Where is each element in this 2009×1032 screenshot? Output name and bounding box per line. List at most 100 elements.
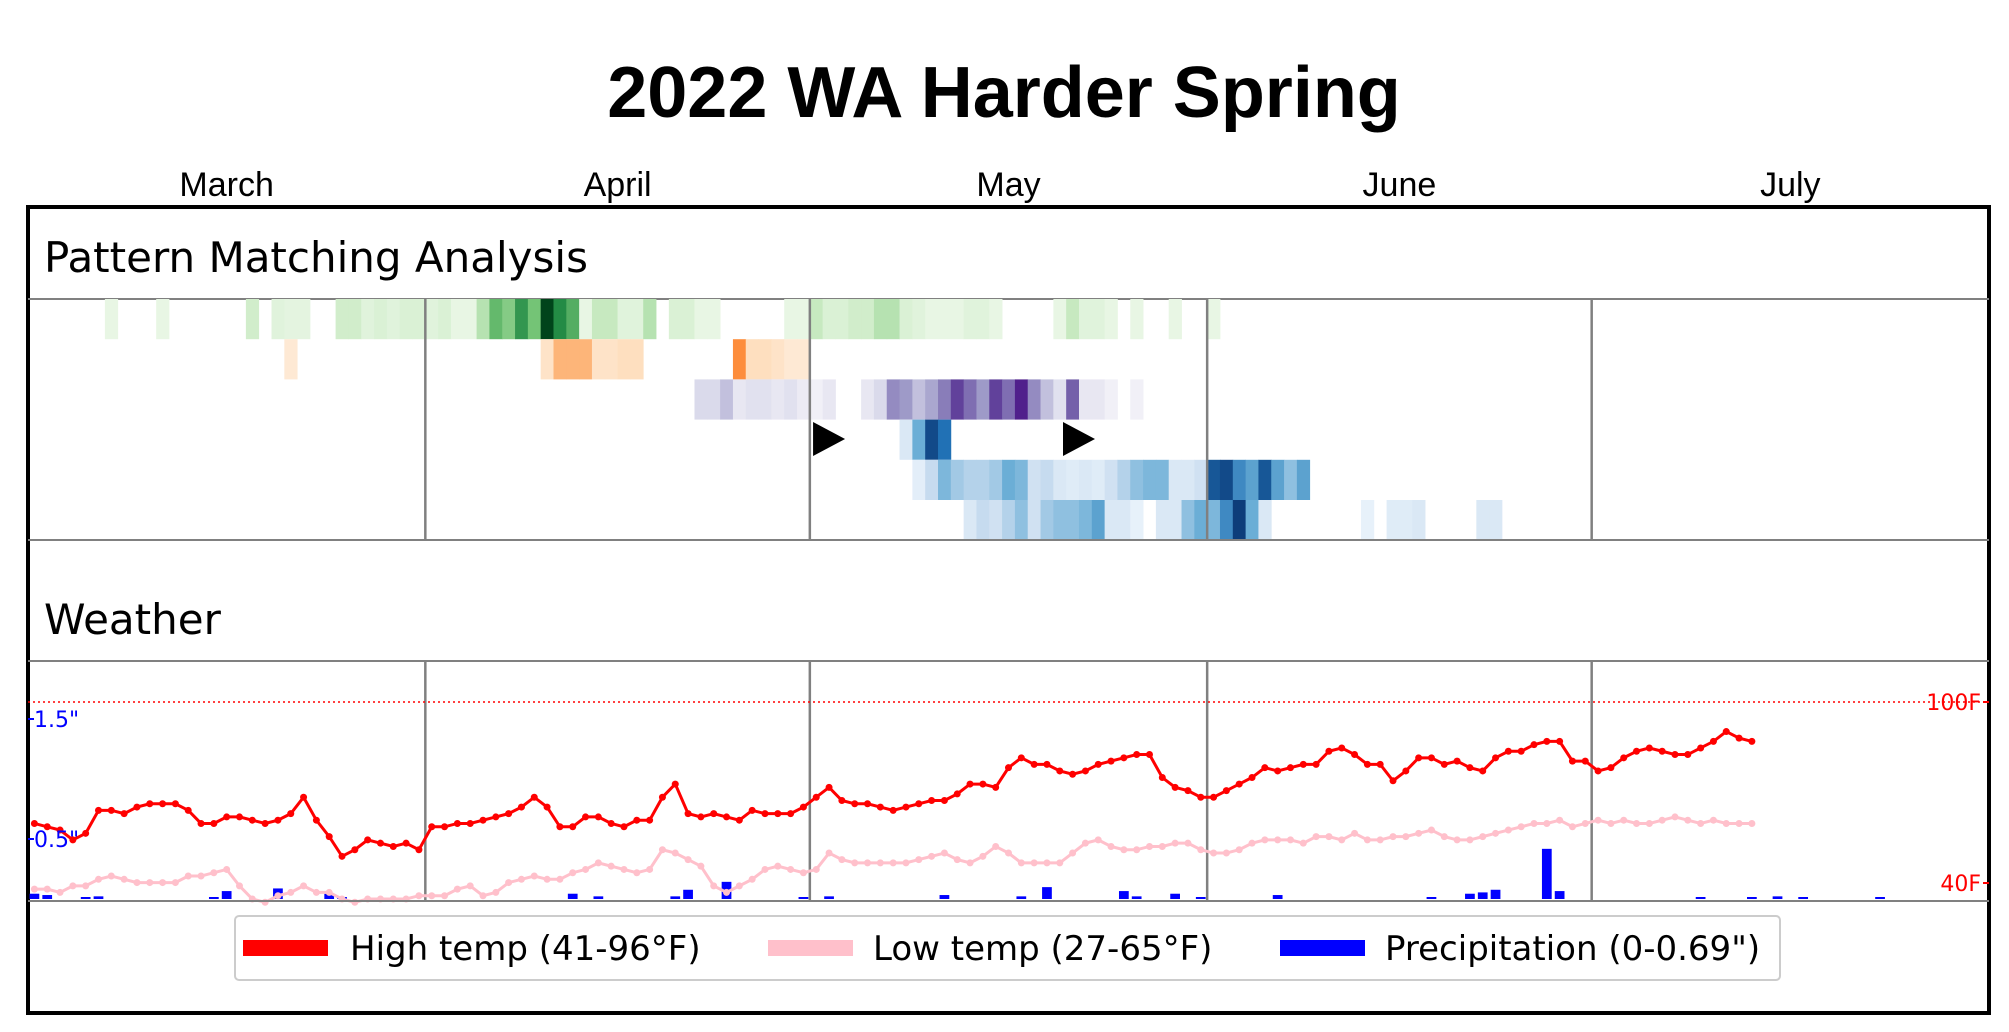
- low-temp-point: [1325, 833, 1333, 841]
- heatmap-cell: [1002, 459, 1016, 500]
- high-temp-point: [184, 806, 192, 814]
- heatmap-cell: [617, 299, 631, 340]
- high-temp-point: [441, 823, 449, 831]
- heatmap-cell: [1245, 459, 1259, 500]
- low-temp-point: [1005, 849, 1012, 857]
- heatmap-cell: [1245, 500, 1259, 541]
- precip-bar: [221, 891, 232, 899]
- high-temp-point: [723, 813, 731, 821]
- low-temp-point: [1530, 819, 1538, 827]
- heatmap-cell: [489, 299, 503, 340]
- precip-bar: [1131, 896, 1142, 899]
- heatmap-cell: [1194, 500, 1208, 541]
- heatmap-cell: [1040, 459, 1054, 500]
- heatmap-cell: [104, 299, 119, 340]
- precip-bar: [1772, 896, 1783, 899]
- low-temp-point: [312, 888, 320, 896]
- heatmap-cell: [591, 339, 606, 380]
- play-marker-icon: [813, 422, 846, 456]
- high-temp-point: [1145, 751, 1153, 759]
- heatmap-cell: [886, 379, 900, 420]
- precip-bar: [1490, 889, 1501, 899]
- heatmap-cell: [604, 339, 618, 380]
- precip-bar: [593, 896, 604, 899]
- high-temp-point: [274, 816, 282, 824]
- high-temp-point: [1133, 751, 1141, 759]
- high-temp-point: [787, 810, 795, 818]
- low-temp-point: [838, 856, 846, 864]
- month-labels: March April May June July: [179, 166, 1820, 204]
- high-temp-point: [82, 829, 90, 837]
- heatmap-cell: [873, 299, 888, 340]
- heatmap-cell: [861, 299, 875, 340]
- high-temp-line: [34, 729, 1753, 859]
- heatmap-cell: [540, 299, 554, 340]
- heatmap-cell: [822, 299, 836, 340]
- low-temp-point: [1094, 836, 1102, 844]
- high-temp-point: [261, 819, 269, 827]
- high-temp-point: [1363, 760, 1371, 768]
- heatmap-cell: [1014, 459, 1029, 500]
- high-temp-point: [915, 800, 923, 808]
- heatmap-cell: [1219, 500, 1234, 541]
- low-temp-point: [43, 885, 51, 893]
- low-temp-point: [210, 869, 218, 877]
- high-temp-point: [1069, 770, 1077, 778]
- month-label-june: June: [1363, 166, 1437, 204]
- heatmap-cell: [899, 419, 913, 460]
- heatmap-cell: [1040, 379, 1054, 420]
- high-temp-point: [1261, 764, 1269, 772]
- high-temp-point: [325, 833, 333, 841]
- month-label-april: April: [584, 166, 652, 204]
- high-temp-point: [1645, 744, 1653, 752]
- low-temp-point: [1466, 836, 1474, 844]
- heatmap-cell: [976, 299, 990, 340]
- low-temp-point: [723, 888, 731, 896]
- high-temp-point: [1568, 757, 1576, 765]
- heatmap-cell: [1207, 299, 1221, 340]
- high-temp-point: [1043, 760, 1051, 768]
- high-temp-point: [594, 813, 602, 821]
- heatmap-cell: [412, 299, 426, 340]
- heatmap-cell: [963, 379, 977, 420]
- heatmap-cell: [1181, 500, 1195, 541]
- low-temp-point: [1363, 836, 1371, 844]
- heatmap-cell: [938, 419, 952, 460]
- heatmap-cell: [1104, 500, 1118, 541]
- precip-bar: [1195, 897, 1206, 899]
- precip-bar: [1465, 893, 1475, 899]
- high-temp-point: [864, 800, 872, 808]
- precip-bar: [1875, 897, 1885, 899]
- low-temp-point: [710, 882, 718, 890]
- high-temp-point: [1440, 760, 1448, 768]
- high-temp-point: [1607, 764, 1615, 772]
- low-temp-point: [748, 875, 756, 883]
- high-temp-point: [56, 826, 64, 834]
- heatmap-cell: [245, 299, 260, 340]
- high-temp-point: [1684, 751, 1692, 759]
- high-temp-point: [210, 819, 218, 827]
- heatmap-cell: [809, 379, 824, 420]
- high-temp-point: [197, 819, 205, 827]
- high-temp-point: [453, 819, 461, 827]
- heatmap-cell: [1078, 299, 1093, 340]
- heatmap-cell: [1053, 299, 1067, 340]
- high-temp-point: [774, 810, 782, 818]
- low-temp-point: [1415, 829, 1423, 837]
- low-temp-point: [889, 859, 897, 867]
- legend-swatch: [768, 940, 853, 956]
- heatmap-cell: [784, 339, 798, 380]
- heatmap-cell: [591, 299, 606, 340]
- heatmap-cell: [797, 339, 811, 380]
- high-temp-point: [838, 797, 846, 804]
- precip-bar: [567, 893, 578, 899]
- precip-bar: [670, 896, 681, 899]
- heatmap-cell: [976, 500, 990, 541]
- high-temp-point: [825, 783, 833, 791]
- high-temp-point: [517, 803, 525, 811]
- high-temp-point: [30, 819, 38, 827]
- high-temp-point: [902, 803, 910, 811]
- heatmap-cell: [873, 379, 888, 420]
- low-temp-point: [1453, 836, 1461, 844]
- heatmap-cell: [1104, 459, 1118, 500]
